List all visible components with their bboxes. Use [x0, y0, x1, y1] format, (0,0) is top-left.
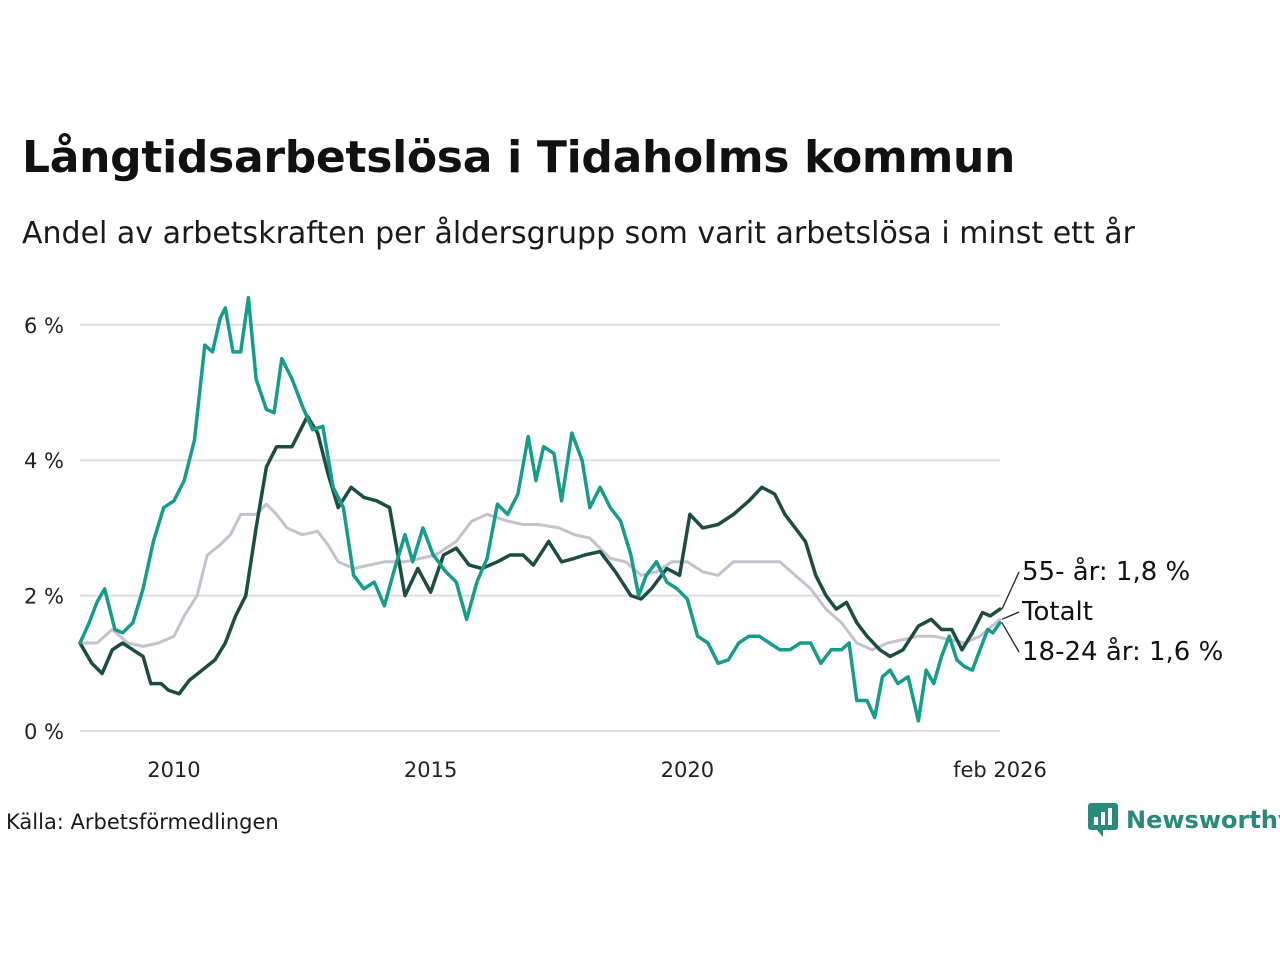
brand-name: Newsworthy [1126, 806, 1280, 834]
series-line-age18_24 [78, 295, 1002, 723]
y-axis-ticks: 0 % 2 % 4 % 6 % [24, 314, 64, 744]
newsworthy-logo-icon [1088, 803, 1118, 837]
leader-line-age18_24 [1001, 622, 1020, 653]
leader-line-total [1001, 611, 1020, 620]
series-lines [78, 295, 1002, 723]
series-line-age55 [78, 414, 1002, 696]
source-note: Källa: Arbetsförmedlingen [6, 810, 279, 834]
x-tick-label: 2020 [661, 758, 714, 782]
grid-lines [80, 323, 1000, 732]
end-label-age55: 55- år: 1,8 % [1022, 556, 1190, 587]
chart-subtitle: Andel av arbetskraften per åldersgrupp s… [22, 216, 1135, 251]
x-axis-ticks: 2010 2015 2020 feb 2026 [147, 758, 1047, 782]
leader-line-age55 [1001, 571, 1020, 610]
end-labels: Totalt 55- år: 1,8 % 18-24 år: 1,6 % [1001, 556, 1223, 667]
y-tick-label: 4 % [24, 449, 64, 473]
brand-logo: Newsworthy [1088, 803, 1280, 837]
end-label-age18_24: 18-24 år: 1,6 % [1022, 636, 1223, 667]
y-tick-label: 0 % [24, 720, 64, 744]
series-line-total [78, 502, 1002, 652]
x-tick-label: 2015 [404, 758, 457, 782]
y-tick-label: 2 % [24, 585, 64, 609]
line-chart: 0 % 2 % 4 % 6 % 2010 2015 2020 feb 2026 Totalt… [24, 295, 1223, 782]
x-tick-label: feb 2026 [953, 758, 1047, 782]
chart-title: Långtidsarbetslösa i Tidaholms kommun [22, 132, 1016, 183]
end-label-total: Totalt [1021, 597, 1093, 627]
y-tick-label: 6 % [24, 314, 64, 338]
x-tick-label: 2010 [147, 758, 200, 782]
